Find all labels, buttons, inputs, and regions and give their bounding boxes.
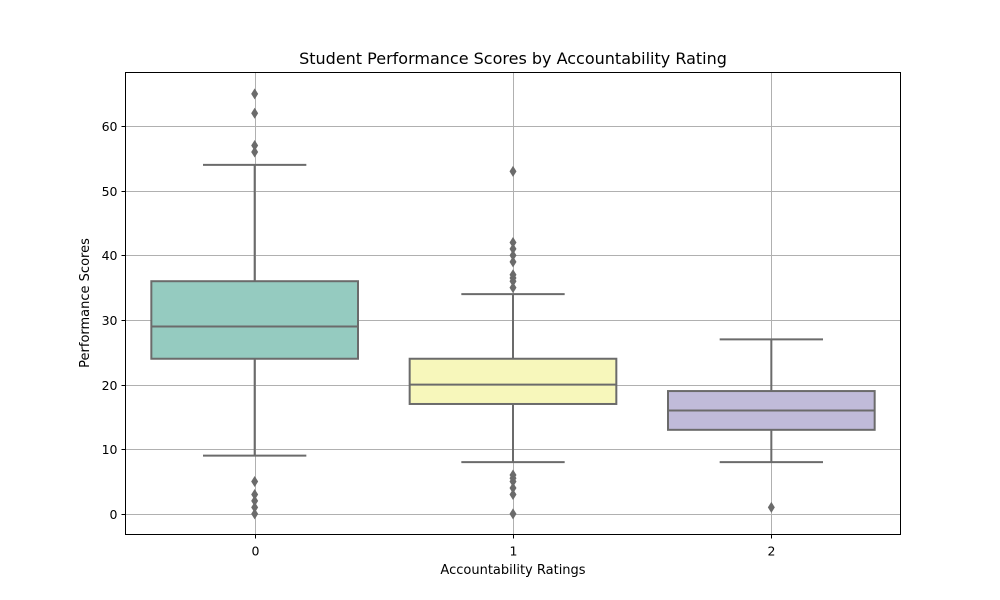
outlier-point [251,495,259,507]
x-tick-label: 1 [510,544,518,559]
outlier-point [251,476,259,488]
y-tick-label: 40 [102,248,118,263]
outlier-point [509,236,517,248]
box [408,357,618,405]
y-tick-label: 0 [110,507,118,522]
outlier-point [251,146,259,158]
outlier-point [509,256,517,268]
outlier-point [509,165,517,177]
outlier-point [509,476,517,488]
outlier-point [251,508,259,520]
outlier-point [251,88,259,100]
x-axis-label: Accountability Ratings [440,563,585,578]
outlier-point [509,508,517,520]
y-axis-label: Performance Scores [78,238,93,368]
outlier-point [251,488,259,500]
boxes [150,88,876,520]
outlier-point [509,488,517,500]
x-tick-label: 2 [768,544,776,559]
y-tick-label: 20 [102,378,118,393]
box [150,280,359,360]
outlier-point [509,249,517,261]
outlier-point [767,501,775,513]
outlier-point [509,243,517,255]
y-tick-label: 10 [102,442,118,457]
outlier-point [251,140,259,152]
box-group-1 [408,165,618,520]
chart-title: Student Performance Scores by Accountabi… [299,49,727,68]
outlier-point [509,482,517,494]
box-group-2 [667,338,876,513]
outlier-point [251,501,259,513]
outlier-point [509,282,517,294]
y-tick-label: 30 [102,313,118,328]
outlier-point [509,275,517,287]
y-tick-label: 60 [102,119,118,134]
y-tick-label: 50 [102,184,118,199]
ticks: 0 10 20 30 40 50 60 0 1 2 [102,119,776,559]
x-tick-label: 0 [252,544,260,559]
outlier-point [251,107,259,119]
box-group-0 [150,88,359,520]
